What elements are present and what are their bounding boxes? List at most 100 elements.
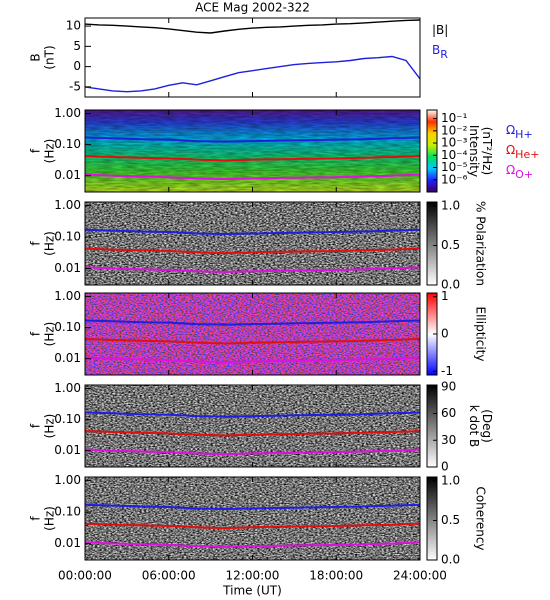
colorbar-label: % Polarization [474,201,488,286]
colorbar-tick-label: 1.0 [441,473,460,487]
y-tick-label: 0.10 [54,412,81,426]
colorbar-tick-label: -1 [441,364,453,378]
legend-entry: ΩH+ [506,123,533,142]
x-tick-label: 06:00:00 [142,569,196,583]
colorbar-tick-label: 0.0 [441,553,460,567]
x-tick-label: 18:00:00 [309,569,363,583]
series-line [84,228,421,236]
colorbar-label: Intensity [467,125,481,177]
colorbar-tick-label: 10⁻¹ [441,111,468,125]
colorbar-tick-label: 90 [441,379,456,393]
colorbar-label: (Deg) [480,409,494,443]
legend-label: Ω [506,123,515,137]
colorbar-tick-label: 1.0 [441,198,460,212]
spectrogram-texture [85,293,420,375]
y-axis-label: (nT) [43,45,57,69]
y-tick-label: 0 [73,59,81,73]
series-line [84,541,421,548]
y-tick-label: 0.01 [54,536,81,550]
y-tick-label: 0.01 [54,351,81,365]
colorbar-tick-label: 0.5 [441,238,460,252]
spectrogram-texture [85,202,420,285]
series-line [84,338,421,345]
series-line [84,319,421,326]
legend-subscript: H+ [515,128,533,141]
series-line [84,266,421,273]
y-tick-label: 0.01 [54,443,81,457]
colorbar-label: Ellipticity [474,307,488,362]
series-line [84,155,421,162]
legend-subscript: R [440,48,448,61]
legend-subscript: He+ [515,148,539,161]
series-line [84,411,421,418]
series-line [84,522,421,530]
legend-subscript: O+ [515,168,533,181]
colorbar-tick-label: 0.5 [441,513,460,527]
y-tick-label: 0.01 [54,168,81,182]
x-axis-label: Time (UT) [222,584,282,598]
legend-entry: BR [432,43,448,62]
legend-entry: |B| [432,23,448,37]
spectrogram-texture [85,477,420,560]
colorbar-tick-label: 0.0 [441,278,460,292]
colorbar-tick-label: 10⁻³ [441,136,468,150]
colorbar-tick-label: 10⁻² [441,123,468,137]
y-tick-label: 5 [73,39,81,53]
colorbar-tick-label: 10⁻⁵ [441,160,468,174]
x-tick-label: 24:00:00 [393,569,447,583]
series-line [84,136,421,143]
y-tick-label: 1.00 [54,381,81,395]
colorbar [426,476,438,561]
y-axis-label: f [29,331,43,336]
series-line [84,356,421,364]
y-axis-label: f [29,148,43,153]
series-line [84,448,421,456]
y-axis-label: (Hz) [43,506,57,531]
legend-label: Ω [506,163,515,177]
y-axis-label: B [29,53,43,61]
series-line [84,19,421,34]
y-tick-label: -5 [69,79,81,93]
colorbar-label: Coherency [474,486,488,550]
legend-entry: ΩHe+ [506,143,539,162]
y-axis-label: f [29,241,43,246]
series-line [84,247,421,255]
x-tick-label: 12:00:00 [226,569,280,583]
colorbar-tick-label: 30 [441,433,456,447]
legend-label: |B| [432,23,448,37]
colorbar [426,109,438,193]
colorbar-tick-label: 10⁻⁴ [441,148,468,162]
series-line [84,430,421,437]
legend-entry: ΩO+ [506,163,533,182]
y-tick-label: 1.00 [54,198,81,212]
y-tick-label: 0.10 [54,137,81,151]
x-tick-label: 00:00:00 [58,569,112,583]
colorbar-tick-label: 60 [441,406,456,420]
y-tick-label: 0.10 [54,505,81,519]
y-tick-label: 0.01 [54,261,81,275]
legend-label: Ω [506,143,515,157]
series-line [84,503,421,511]
colorbar-label: (nT²/Hz) [480,127,494,175]
series-line [84,55,421,93]
series-line [84,173,421,181]
legend-label: B [432,43,440,57]
y-axis-label: (Hz) [43,139,57,164]
colorbar-tick-label: 0 [441,327,449,341]
spectrogram-texture [85,110,420,192]
y-tick-label: 1.00 [54,106,81,120]
y-tick-label: 10 [66,19,81,33]
chart-title: ACE Mag 2002-322 [195,1,310,15]
colorbar [426,201,438,286]
y-tick-label: 0.10 [54,230,81,244]
y-tick-label: 1.00 [54,473,81,487]
colorbar-tick-label: 10⁻⁶ [441,172,468,186]
colorbar-label: k dot B [467,405,481,447]
colorbar-tick-label: 1 [441,289,449,303]
colorbar [426,384,438,468]
y-axis-label: (Hz) [43,414,57,439]
y-tick-label: 0.10 [54,320,81,334]
y-axis-label: f [29,423,43,428]
y-axis-label: f [29,516,43,521]
